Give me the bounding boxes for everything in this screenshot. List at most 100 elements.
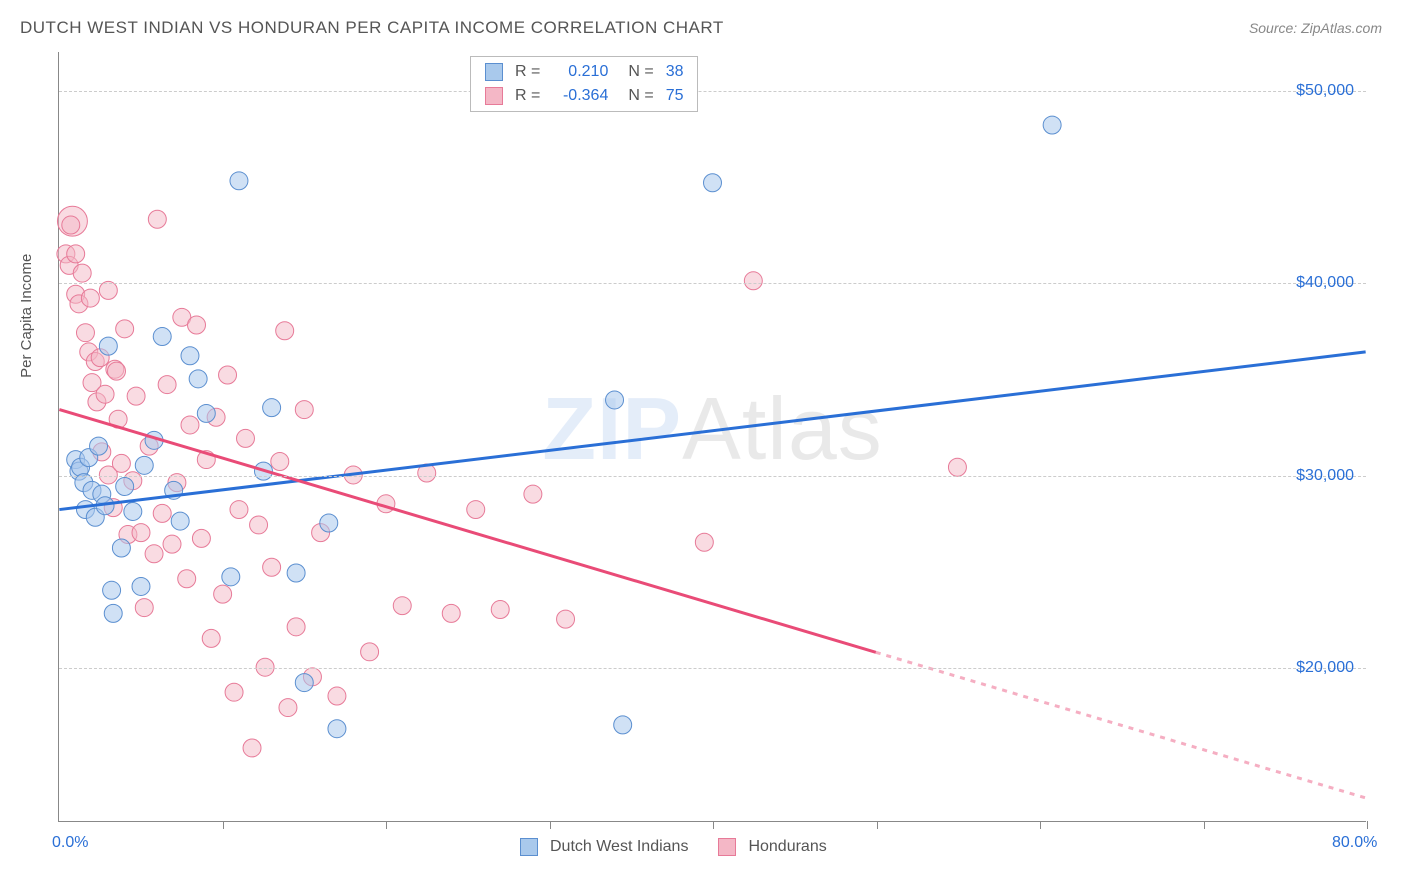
scatter-point (214, 585, 232, 603)
scatter-point (276, 322, 294, 340)
scatter-point (606, 391, 624, 409)
scatter-point (99, 337, 117, 355)
legend-item: Hondurans (718, 838, 826, 856)
legend-label: Dutch West Indians (550, 838, 688, 856)
x-tick (1204, 821, 1205, 829)
scatter-point (103, 581, 121, 599)
scatter-point (287, 564, 305, 582)
scatter-point (132, 524, 150, 542)
scatter-point (225, 683, 243, 701)
r-value: -0.364 (548, 84, 608, 108)
n-value: 38 (666, 60, 684, 84)
scatter-point (188, 316, 206, 334)
scatter-point (263, 399, 281, 417)
scatter-point (153, 328, 171, 346)
gridline (59, 283, 1366, 284)
scatter-point (158, 376, 176, 394)
legend-swatch (520, 838, 538, 856)
scatter-point (108, 362, 126, 380)
scatter-point (153, 504, 171, 522)
scatter-point (361, 643, 379, 661)
scatter-point (171, 512, 189, 530)
scatter-point (73, 264, 91, 282)
scatter-point (1043, 116, 1061, 134)
scatter-point (90, 437, 108, 455)
legend: Dutch West Indians Hondurans (520, 838, 827, 856)
x-tick (1367, 821, 1368, 829)
scatter-point (76, 324, 94, 342)
scatter-point (279, 699, 297, 717)
scatter-point (467, 501, 485, 519)
x-tick (223, 821, 224, 829)
scatter-point (328, 687, 346, 705)
scatter-point (116, 320, 134, 338)
stats-row: R =-0.364N =75 (485, 84, 683, 108)
scatter-point (62, 216, 80, 234)
stats-row: R =0.210N =38 (485, 60, 683, 84)
scatter-point (99, 281, 117, 299)
y-tick-label: $50,000 (1296, 82, 1354, 100)
legend-label: Hondurans (748, 838, 826, 856)
chart-title: DUTCH WEST INDIAN VS HONDURAN PER CAPITA… (20, 18, 724, 38)
scatter-point (222, 568, 240, 586)
scatter-point (197, 404, 215, 422)
gridline (59, 476, 1366, 477)
n-label: N = (628, 60, 653, 84)
scatter-point (320, 514, 338, 532)
scatter-point (704, 174, 722, 192)
scatter-point (81, 289, 99, 307)
legend-item: Dutch West Indians (520, 838, 688, 856)
plot-area: ZIPAtlas $20,000$30,000$40,000$50,000 (58, 52, 1366, 822)
trend-line-dashed (876, 652, 1366, 798)
scatter-point (243, 739, 261, 757)
scatter-point (135, 456, 153, 474)
scatter-point (189, 370, 207, 388)
scatter-point (393, 597, 411, 615)
x-tick (386, 821, 387, 829)
x-tick (1040, 821, 1041, 829)
series-swatch (485, 63, 503, 81)
x-tick (877, 821, 878, 829)
scatter-point (328, 720, 346, 738)
scatter-point (295, 674, 313, 692)
scatter-point (178, 570, 196, 588)
scatter-point (271, 453, 289, 471)
x-tick (550, 821, 551, 829)
x-axis-max-label: 80.0% (1332, 834, 1377, 852)
y-tick-label: $30,000 (1296, 467, 1354, 485)
scatter-point (287, 618, 305, 636)
scatter-point (557, 610, 575, 628)
r-label: R = (515, 84, 540, 108)
scatter-point (67, 245, 85, 263)
scatter-point (614, 716, 632, 734)
source-attribution: Source: ZipAtlas.com (1249, 20, 1382, 36)
scatter-point (442, 604, 460, 622)
y-tick-label: $20,000 (1296, 659, 1354, 677)
scatter-point (181, 416, 199, 434)
series-swatch (485, 87, 503, 105)
scatter-point (263, 558, 281, 576)
scatter-point (104, 604, 122, 622)
r-value: 0.210 (548, 60, 608, 84)
scatter-point (237, 429, 255, 447)
scatter-point (230, 501, 248, 519)
n-label: N = (628, 84, 653, 108)
scatter-point (250, 516, 268, 534)
scatter-point (116, 477, 134, 495)
scatter-point (744, 272, 762, 290)
legend-swatch (718, 838, 736, 856)
x-tick (713, 821, 714, 829)
chart-svg (59, 52, 1366, 821)
scatter-point (145, 545, 163, 563)
x-axis-min-label: 0.0% (52, 834, 88, 852)
scatter-point (219, 366, 237, 384)
scatter-point (181, 347, 199, 365)
scatter-point (202, 629, 220, 647)
scatter-point (524, 485, 542, 503)
scatter-point (124, 502, 142, 520)
y-tick-label: $40,000 (1296, 274, 1354, 292)
scatter-point (491, 601, 509, 619)
scatter-point (127, 387, 145, 405)
scatter-point (148, 210, 166, 228)
scatter-point (230, 172, 248, 190)
